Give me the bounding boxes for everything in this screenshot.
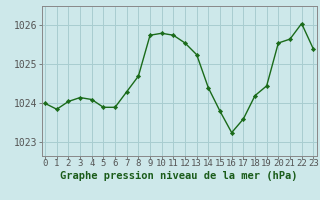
X-axis label: Graphe pression niveau de la mer (hPa): Graphe pression niveau de la mer (hPa) — [60, 171, 298, 181]
